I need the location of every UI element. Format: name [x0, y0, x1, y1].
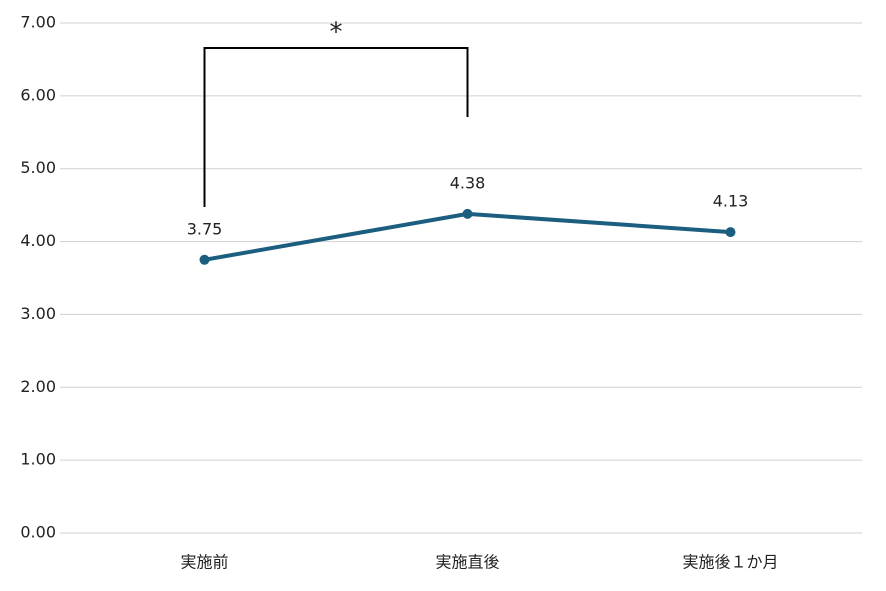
data-label: 4.13 — [713, 192, 749, 211]
data-point — [199, 254, 210, 265]
x-tick-label: 実施後１か月 — [682, 553, 778, 572]
data-line — [204, 211, 731, 262]
y-tick-label: 0.00 — [20, 523, 56, 542]
data-label: 4.38 — [450, 173, 486, 192]
data-point — [725, 227, 736, 238]
y-tick-label: 3.00 — [20, 304, 56, 323]
x-tick-label: 実施前 — [180, 553, 228, 572]
y-tick-label: 4.00 — [20, 231, 56, 250]
x-tick-label: 実施直後 — [435, 553, 499, 572]
y-tick-label: 5.00 — [20, 158, 56, 177]
y-tick-label: 1.00 — [20, 450, 56, 469]
y-tick-label: 7.00 — [20, 13, 56, 32]
y-tick-label: 6.00 — [20, 85, 56, 104]
data-label: 3.75 — [187, 219, 223, 238]
y-tick-label: 2.00 — [20, 377, 56, 396]
data-point — [462, 208, 473, 219]
significance-mark: * — [330, 18, 343, 48]
significance-bracket — [203, 47, 469, 207]
